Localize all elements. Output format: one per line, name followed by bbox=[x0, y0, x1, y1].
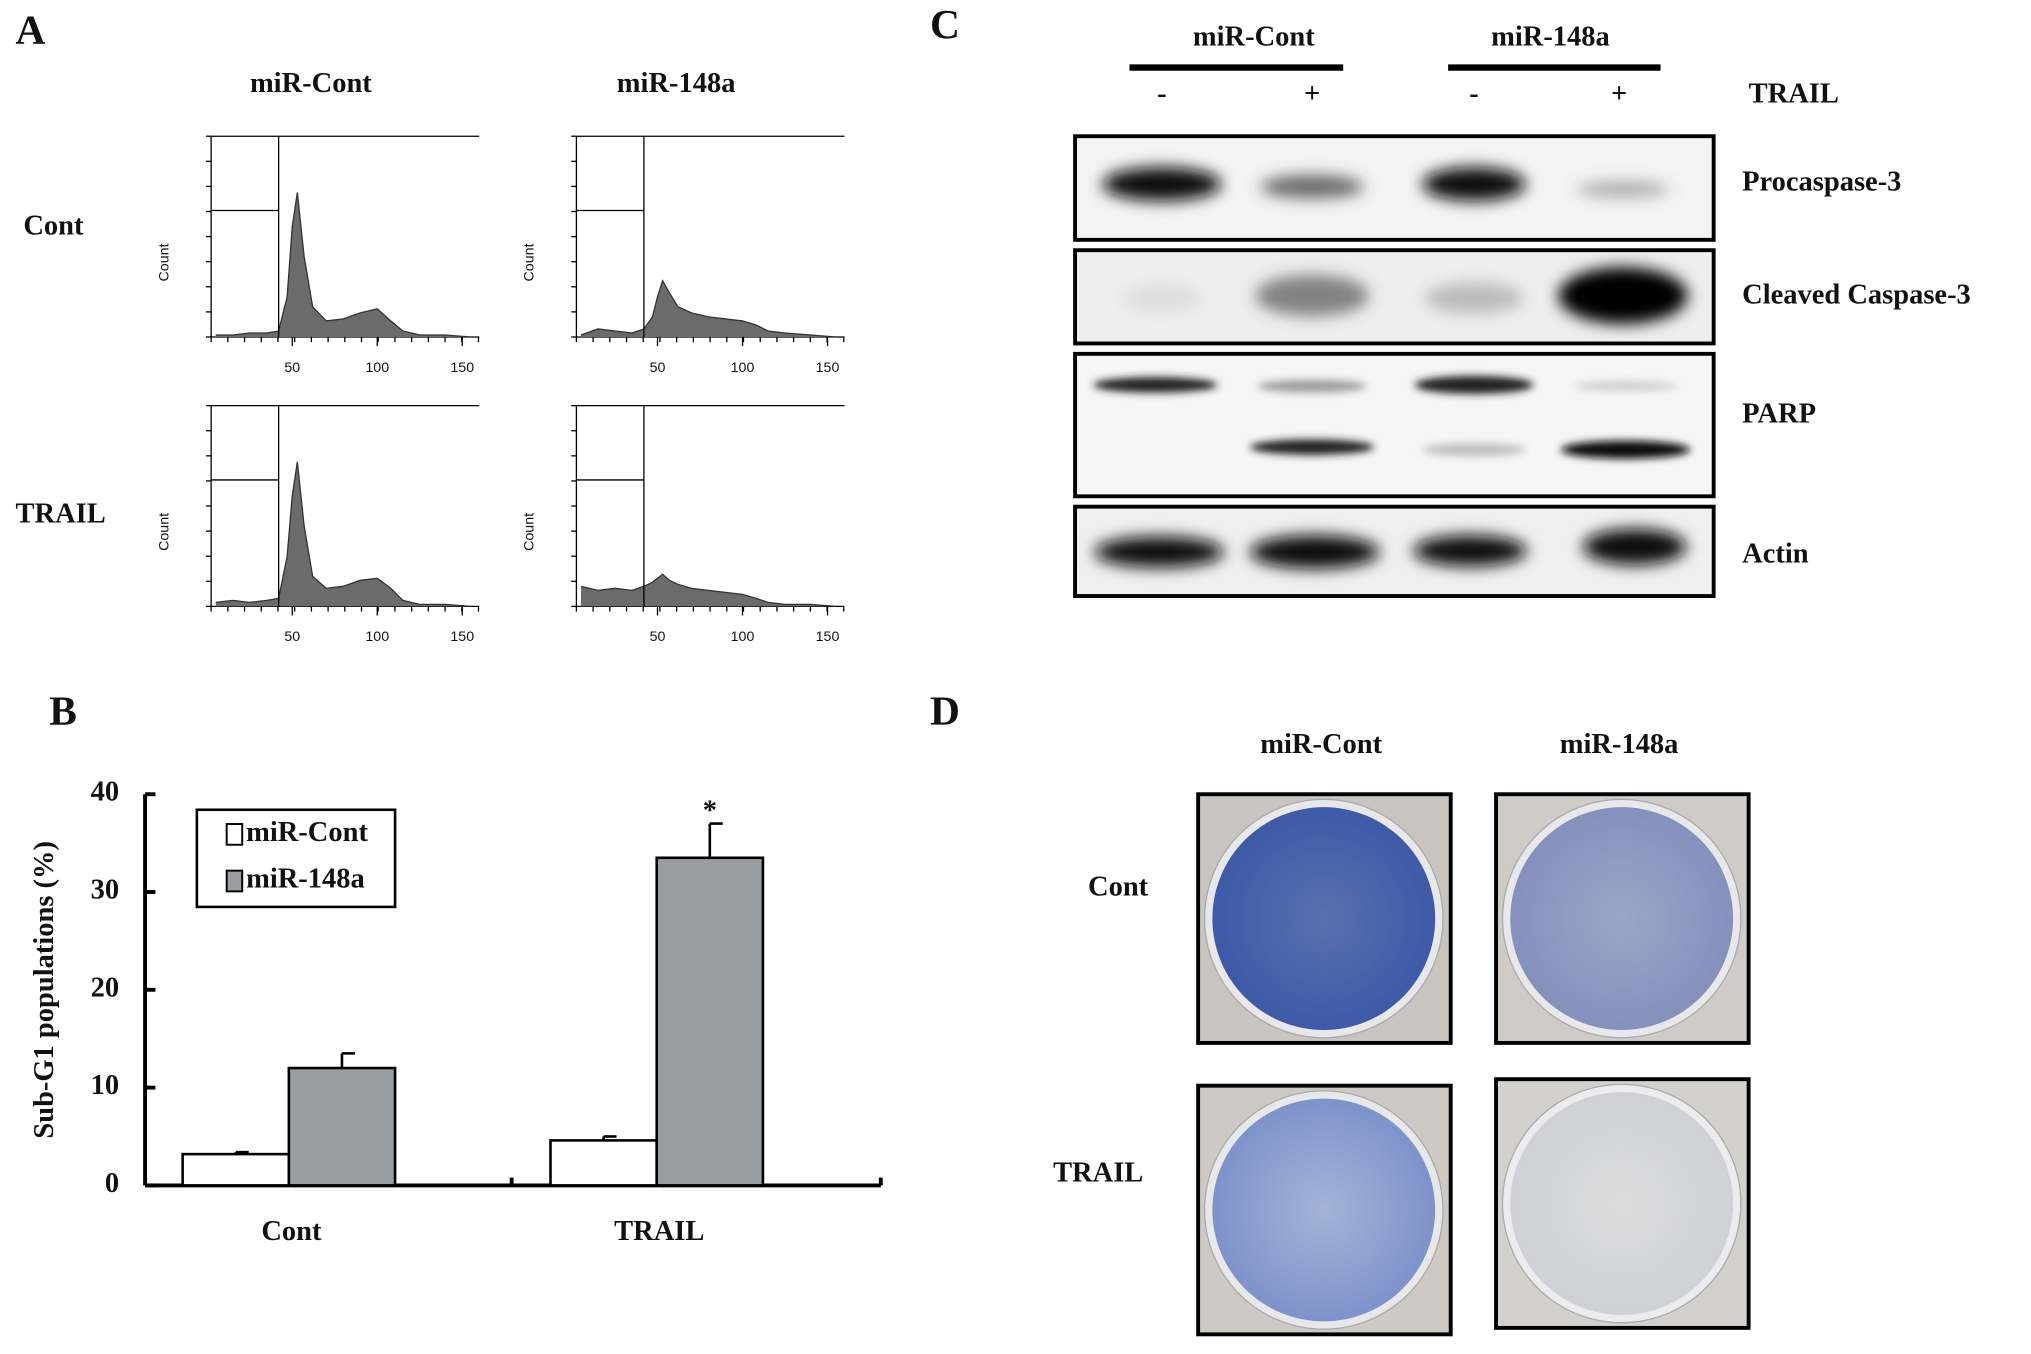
group-label: miR-Cont bbox=[1193, 22, 1315, 53]
x-tick-label: TRAIL bbox=[614, 1216, 704, 1247]
plate-photo bbox=[1196, 1083, 1453, 1337]
sign: + bbox=[1611, 79, 1627, 110]
panel-label: A bbox=[16, 6, 46, 52]
band-label: Cleaved Caspase-3 bbox=[1742, 279, 1971, 310]
panel-label: C bbox=[930, 1, 960, 47]
bar bbox=[655, 856, 765, 1187]
group-label: miR-148a bbox=[1491, 22, 1610, 53]
histograms: Count 50 100 150 Count 50 100 150 Count 50 100 150 C… bbox=[156, 135, 845, 645]
column-title: miR-Cont bbox=[1260, 729, 1382, 760]
x-tick-label: 50 bbox=[650, 629, 666, 645]
x-tick-label: 50 bbox=[284, 629, 300, 645]
y-tick-label: 20 bbox=[91, 972, 119, 1003]
column-title: miR-Cont bbox=[250, 68, 372, 99]
band-label: Actin bbox=[1742, 538, 1809, 569]
x-tick-label: 150 bbox=[450, 629, 474, 645]
histogram-line bbox=[215, 192, 471, 338]
x-tick-label: 100 bbox=[365, 360, 389, 376]
x-tick-label: 100 bbox=[731, 360, 755, 376]
bar-chart: 0 10 20 30 40 Cont TRAIL * miR-Cont miR-148a bbox=[91, 777, 883, 1247]
x-tick-label: 150 bbox=[450, 360, 474, 376]
x-tick-label: 50 bbox=[650, 360, 666, 376]
panel-label: B bbox=[49, 688, 77, 734]
plate-photo bbox=[1494, 1077, 1751, 1330]
x-tick-label: 150 bbox=[816, 360, 840, 376]
area-fill bbox=[215, 461, 471, 607]
legend-swatch bbox=[225, 869, 244, 893]
band-label: Procaspase-3 bbox=[1742, 167, 1901, 198]
legend-swatch bbox=[225, 823, 244, 846]
histogram-line bbox=[580, 279, 837, 338]
x-tick-label: 50 bbox=[284, 360, 300, 376]
bar bbox=[287, 1066, 397, 1187]
area-fill bbox=[215, 192, 471, 337]
sign: + bbox=[1304, 79, 1320, 110]
y-axis-label: Count bbox=[156, 243, 172, 281]
panel-label: D bbox=[930, 688, 960, 734]
y-tick-label: 40 bbox=[91, 777, 119, 808]
y-tick-label: 0 bbox=[105, 1168, 119, 1199]
y-tick-label: 10 bbox=[91, 1070, 119, 1101]
sign: - bbox=[1157, 79, 1166, 110]
legend-label: miR-148a bbox=[246, 864, 365, 895]
band-label: PARP bbox=[1742, 399, 1816, 430]
x-tick-label: 100 bbox=[365, 629, 389, 645]
row-label: Cont bbox=[1088, 871, 1149, 902]
blot bbox=[1073, 351, 1716, 499]
bar bbox=[549, 1139, 659, 1187]
blot bbox=[1073, 248, 1716, 346]
y-axis-label: Count bbox=[522, 513, 538, 551]
x-tick-label: Cont bbox=[261, 1216, 322, 1247]
blot bbox=[1073, 504, 1716, 598]
legend-label: miR-Cont bbox=[246, 817, 368, 848]
y-axis-label: Count bbox=[522, 243, 538, 281]
bar bbox=[181, 1152, 291, 1187]
row-label: TRAIL bbox=[16, 498, 106, 529]
histogram-line bbox=[215, 461, 471, 608]
column-title: miR-148a bbox=[617, 68, 736, 99]
sign: - bbox=[1469, 79, 1479, 110]
blot bbox=[1073, 134, 1716, 242]
y-tick-label: 30 bbox=[91, 875, 119, 906]
y-axis-label: Sub-G1 populations (%) bbox=[29, 841, 60, 1139]
plate-photo bbox=[1196, 792, 1453, 1045]
area-fill bbox=[581, 280, 837, 337]
histogram-line bbox=[580, 573, 837, 608]
row-label: TRAIL bbox=[1053, 1158, 1143, 1189]
x-tick-label: 100 bbox=[731, 629, 755, 645]
treatment-label: TRAIL bbox=[1749, 79, 1839, 110]
plate-photo bbox=[1494, 792, 1751, 1045]
row-label: Cont bbox=[23, 211, 84, 242]
x-tick-label: 150 bbox=[816, 629, 840, 645]
y-axis-label: Count bbox=[156, 513, 172, 551]
column-title: miR-148a bbox=[1560, 729, 1679, 760]
annotation: * bbox=[703, 796, 717, 827]
